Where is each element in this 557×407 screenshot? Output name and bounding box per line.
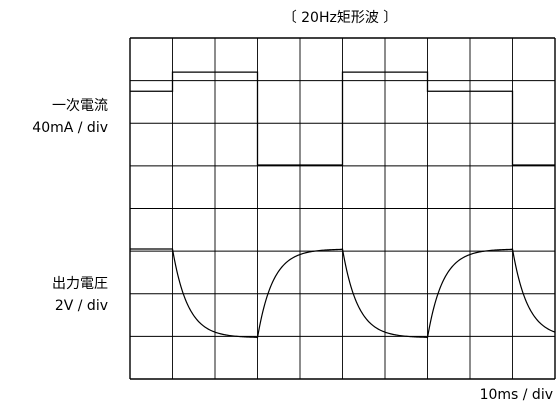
chart-title: 〔 20Hz矩形波 〕 xyxy=(283,10,398,26)
series-voltage-scale: 2V / div xyxy=(55,298,108,314)
time-base-label: 10ms / div xyxy=(480,387,553,403)
series-current-scale: 40mA / div xyxy=(32,120,108,136)
series-current-trace xyxy=(130,71,555,166)
series-voltage-trace xyxy=(130,248,556,339)
series-voltage-name: 出力電圧 xyxy=(52,276,108,292)
series-current-name: 一次電流 xyxy=(52,98,108,114)
